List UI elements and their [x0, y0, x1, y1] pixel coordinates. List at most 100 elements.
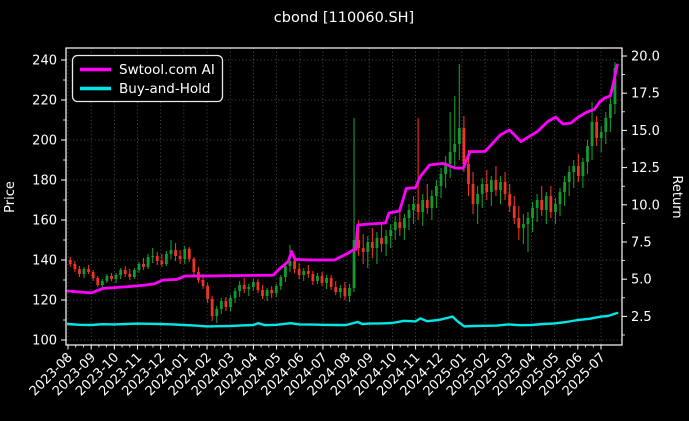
candle-up	[572, 166, 576, 172]
candle-up	[348, 288, 351, 296]
candle-down	[416, 204, 420, 212]
candle-up	[389, 230, 393, 236]
candle-up	[586, 146, 589, 162]
candle-down	[508, 194, 512, 206]
candle-up	[265, 290, 269, 296]
candle-up	[325, 278, 328, 283]
candle-down	[503, 182, 507, 194]
candle-down	[398, 222, 402, 228]
ai-strategy-line	[66, 63, 619, 295]
candle-down	[485, 184, 489, 192]
y-tick-label-right: 20.0	[631, 50, 660, 65]
candle-up	[608, 104, 612, 118]
candle-down	[467, 164, 470, 184]
candle-down	[370, 242, 374, 248]
candle-down	[329, 278, 333, 287]
candle-up	[567, 172, 571, 182]
candle-up	[526, 218, 530, 224]
axis-ticks: 240 220 200 180 160 140 120 100 20.0 17.5 15.0 12.5…	[32, 50, 660, 361]
candle-down	[256, 282, 260, 290]
y-tick-label-right: 17.5	[631, 87, 660, 102]
y-tick-label-right: 5.0	[631, 273, 652, 288]
candle-down	[425, 200, 429, 208]
candle-up	[132, 270, 136, 277]
candle-down	[110, 276, 113, 279]
candle-down	[471, 184, 475, 204]
candle-up	[554, 204, 557, 212]
candle-up	[590, 122, 594, 146]
candle-up	[581, 162, 585, 176]
candle-up	[535, 200, 539, 208]
candle-up	[316, 276, 319, 281]
y-tick-label-right: 10.0	[631, 198, 660, 213]
chart-title: cbond [110060.SH]	[274, 10, 414, 26]
candle-down	[91, 272, 95, 278]
candle-down	[270, 290, 274, 293]
candle-up	[279, 277, 283, 286]
candle-up	[288, 261, 292, 266]
candle-down	[512, 206, 516, 218]
candle-up	[219, 301, 223, 309]
candle-down	[142, 264, 145, 267]
candle-up	[151, 256, 155, 257]
candle-down	[187, 249, 191, 259]
candle-down	[192, 259, 196, 272]
candle-down	[73, 264, 77, 269]
legend: Swtool.com AI Buy-and-Hold	[71, 54, 224, 103]
y-tick-label-right: 15.0	[631, 124, 660, 139]
candle-up	[444, 164, 447, 174]
y-tick-label-left: 220	[32, 94, 57, 109]
y-tick-label-left: 160	[32, 214, 57, 229]
candle-up	[558, 192, 562, 204]
x-tick-labels: 2023-082023-092023-102023-112023-122024-…	[27, 350, 609, 399]
candle-up	[613, 68, 617, 104]
y-axis-label-left: Price	[3, 181, 18, 213]
candle-up	[233, 291, 237, 298]
candle-down	[242, 285, 246, 289]
candle-up	[430, 196, 434, 208]
candle-up	[435, 186, 438, 196]
candle-up	[499, 182, 502, 190]
candle-up	[480, 184, 484, 194]
candle-up	[604, 118, 608, 132]
candle-down	[297, 269, 301, 275]
buy-and-hold-line	[66, 311, 619, 328]
candle-up	[393, 222, 397, 230]
candle-up	[119, 270, 123, 275]
candle-up	[114, 275, 118, 279]
candle-up	[412, 204, 415, 210]
candle-up	[229, 298, 232, 307]
candle-down	[357, 240, 361, 248]
candle-up	[302, 271, 306, 275]
candle-down	[261, 290, 264, 296]
grid-lines	[66, 48, 622, 345]
candle-up	[375, 238, 379, 248]
y-tick-label-left: 100	[32, 334, 57, 349]
y-tick-label-left: 180	[32, 174, 57, 189]
candle-up	[457, 128, 461, 144]
y-tick-label-left: 120	[32, 294, 57, 309]
plot-border	[65, 47, 623, 346]
candle-down	[78, 269, 81, 274]
candle-up	[183, 249, 187, 259]
candle-down	[123, 270, 127, 274]
strategy-lines	[66, 63, 619, 328]
candle-down	[224, 301, 228, 307]
y-axis-label-right: Return	[669, 175, 684, 218]
candle-up	[489, 180, 493, 192]
candle-down	[87, 269, 90, 272]
candle-down	[334, 287, 338, 292]
candle-down	[462, 128, 466, 164]
candle-up	[531, 208, 534, 218]
candle-down	[128, 274, 132, 277]
candle-down	[68, 260, 72, 264]
candle-up	[251, 282, 255, 287]
y-tick-label-right: 2.5	[631, 310, 652, 325]
y-tick-label-right: 7.5	[631, 236, 652, 251]
candle-down	[306, 271, 310, 274]
candle-down	[320, 276, 324, 283]
candle-down	[343, 288, 347, 296]
candle-down	[540, 200, 544, 210]
candle-down	[361, 248, 365, 252]
